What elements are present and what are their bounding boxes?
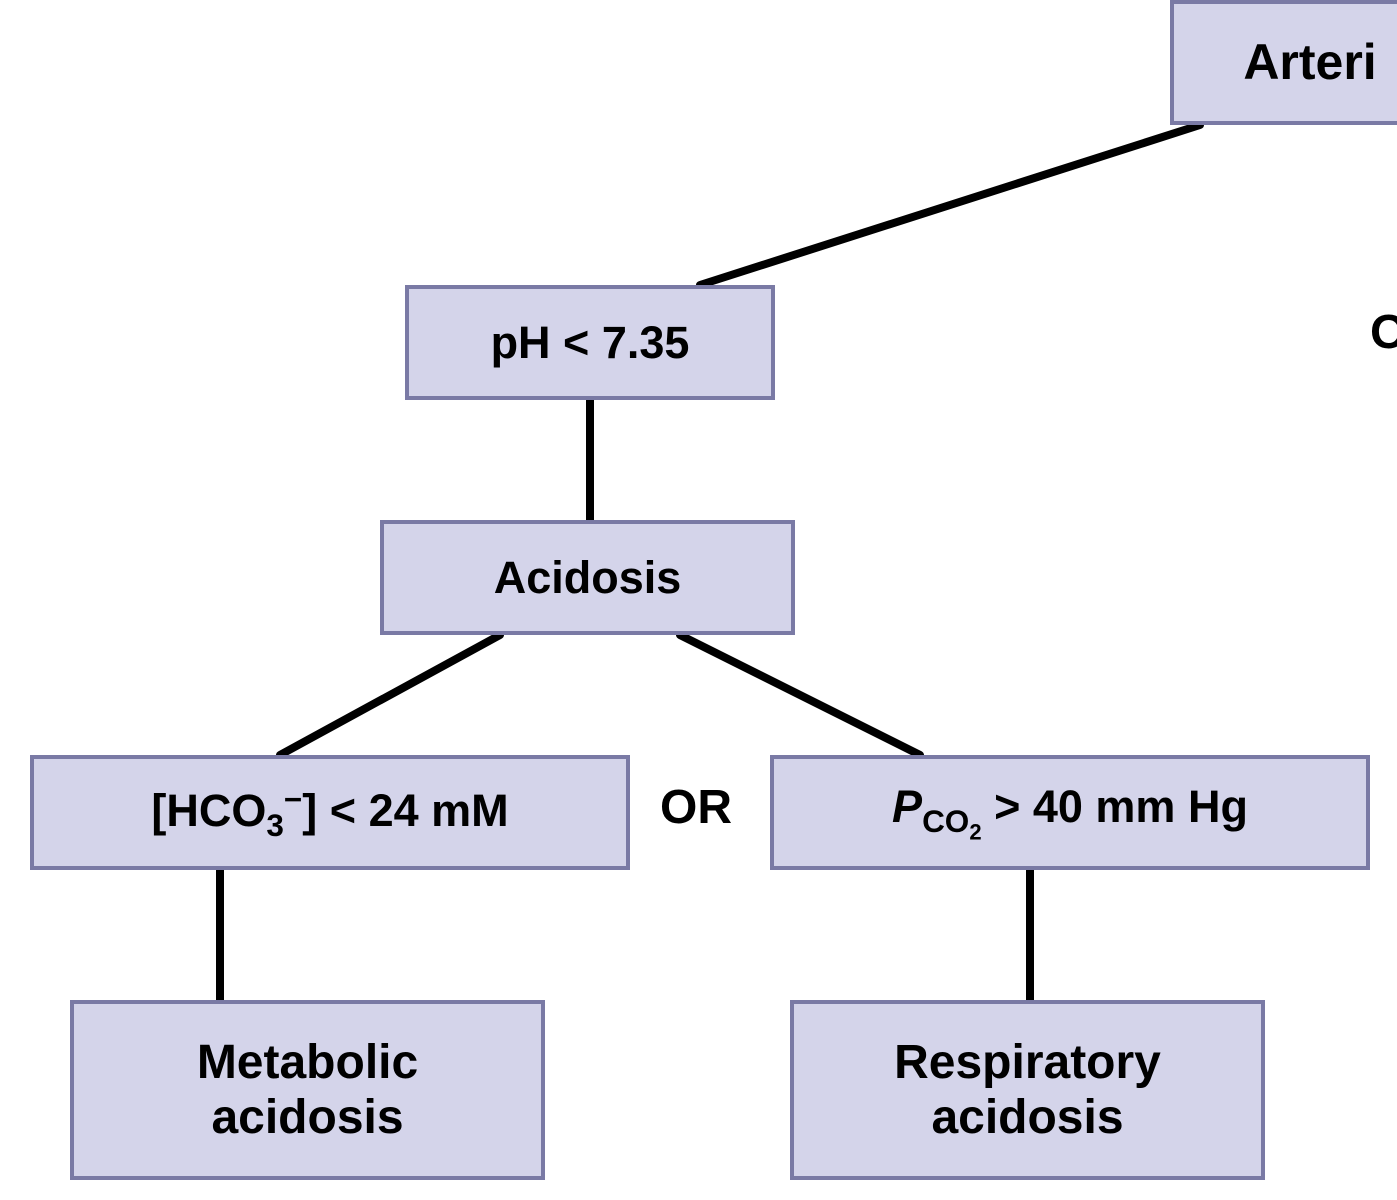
node-arterial: Arteri <box>1170 0 1397 125</box>
node-acidosis: Acidosis <box>380 520 795 635</box>
or-label: OR <box>660 780 732 835</box>
node-pco2: PCO2 > 40 mm Hg <box>770 755 1370 870</box>
node-hco3: [HCO3−] < 24 mM <box>30 755 630 870</box>
node-pco2-label: PCO2 > 40 mm Hg <box>892 781 1248 845</box>
node-ph: pH < 7.35 <box>405 285 775 400</box>
node-respiratory: Respiratoryacidosis <box>790 1000 1265 1180</box>
node-arterial-label: Arteri <box>1243 34 1376 92</box>
node-ph-label: pH < 7.35 <box>491 317 690 369</box>
node-metabolic-label: Metabolicacidosis <box>197 1035 418 1145</box>
flowchart-canvas: Arteri pH < 7.35 Acidosis [HCO3−] < 24 m… <box>0 0 1397 1200</box>
node-hco3-label: [HCO3−] < 24 mM <box>151 781 508 843</box>
node-acidosis-label: Acidosis <box>494 552 682 604</box>
node-respiratory-label: Respiratoryacidosis <box>894 1035 1161 1145</box>
node-metabolic: Metabolicacidosis <box>70 1000 545 1180</box>
o-right-label: O <box>1370 305 1397 360</box>
